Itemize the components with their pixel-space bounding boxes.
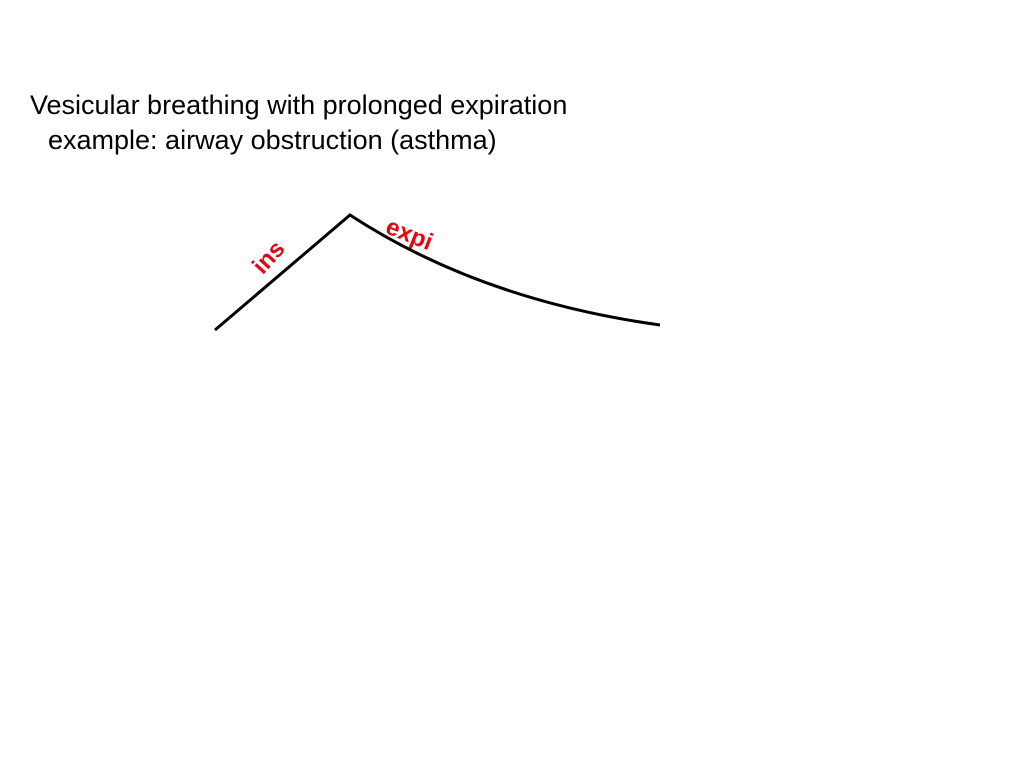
title-line-2: example: airway obstruction (asthma) (30, 123, 567, 158)
breathing-diagram: ins expi (180, 200, 700, 400)
title-line-1: Vesicular breathing with prolonged expir… (30, 88, 567, 123)
breathing-curve-path (215, 215, 660, 330)
title-block: Vesicular breathing with prolonged expir… (30, 88, 567, 158)
breathing-curve-svg (180, 200, 700, 400)
